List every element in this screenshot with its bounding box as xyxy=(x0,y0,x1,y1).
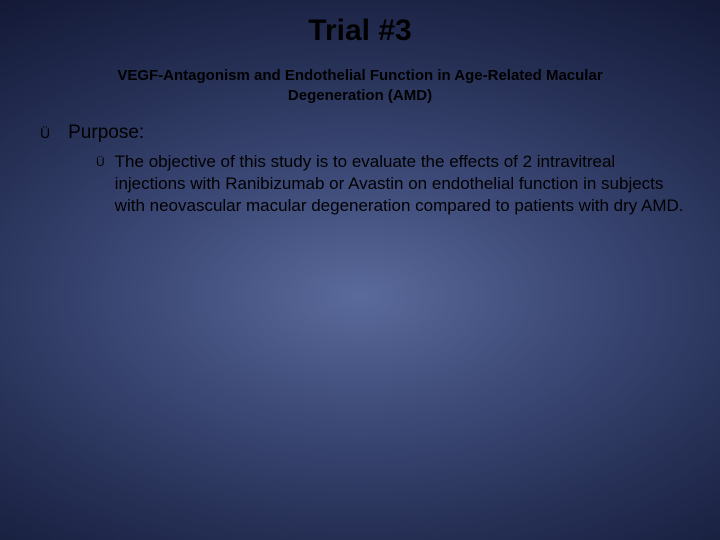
slide-title: Trial #3 xyxy=(0,0,720,48)
bullet-level2: Ü The objective of this study is to eval… xyxy=(40,151,690,217)
slide-body: Ü Purpose: Ü The objective of this study… xyxy=(0,121,720,218)
bullet-text: Purpose: xyxy=(68,121,144,146)
bullet-text: The objective of this study is to evalua… xyxy=(115,151,690,217)
slide-subtitle: VEGF-Antagonism and Endothelial Function… xyxy=(0,66,720,107)
arrow-right-icon: Ü xyxy=(40,125,50,141)
slide: Trial #3 VEGF-Antagonism and Endothelial… xyxy=(0,0,720,540)
arrow-right-icon: Ü xyxy=(96,155,105,169)
bullet-level1: Ü Purpose: xyxy=(40,121,690,146)
